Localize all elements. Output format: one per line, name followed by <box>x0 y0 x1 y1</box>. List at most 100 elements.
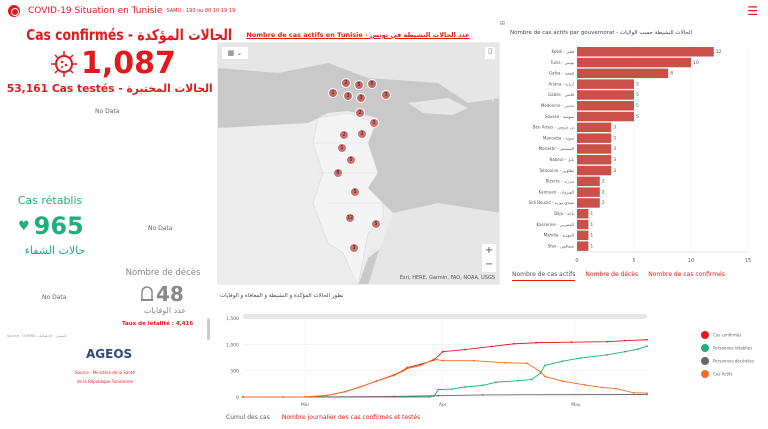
data-point <box>406 367 409 370</box>
bar-value-label: 2 <box>602 189 605 195</box>
tested-count: 53,161 Cas testés - الحالات المختبرة <box>6 82 213 95</box>
line-chart-title: تطور الحالات المؤكدة و النشيطة و المعافا… <box>220 293 344 299</box>
y-tick-label: 1,500 <box>226 316 239 322</box>
hamburger-icon[interactable]: ☰ <box>747 4 758 18</box>
tab-daily[interactable]: Nombre journalier des cas confirmés et t… <box>281 414 421 421</box>
virus-icon <box>51 50 77 77</box>
bar-value-label: 8 <box>670 71 673 77</box>
map-marker[interactable]: 5 <box>367 79 377 89</box>
bar-category-label: Mahdia - المهدية <box>544 233 574 238</box>
data-point <box>441 350 444 353</box>
map-marker[interactable]: 5 <box>346 155 356 165</box>
bar <box>577 230 589 241</box>
bar-value-label: 3 <box>613 168 616 174</box>
map-marker[interactable]: 12 <box>345 213 355 223</box>
bar-category-label: Monastir - المنستير <box>539 146 574 151</box>
bar <box>577 57 691 68</box>
bar-category-label: Médenine - مدنين <box>541 103 574 108</box>
recovered-counter: ♥ 965 <box>18 212 84 240</box>
deaths-value: 48 <box>156 282 184 306</box>
data-point <box>623 350 626 353</box>
no-data-1: No Data <box>95 108 120 115</box>
map-marker[interactable]: 2 <box>355 108 365 118</box>
source-line-2: de la République Tunisienne <box>76 379 133 384</box>
data-point <box>344 390 347 393</box>
bar <box>577 176 600 187</box>
x-tick-label: Mar <box>301 402 310 408</box>
map-marker[interactable]: 3 <box>356 93 366 103</box>
header: COVID-19 Situation en Tunisie SAMU : 190… <box>0 0 768 22</box>
data-point <box>512 342 515 345</box>
data-point <box>495 381 497 384</box>
map-marker[interactable]: 3 <box>381 90 391 100</box>
bar <box>577 198 600 208</box>
bar-value-label: 1 <box>590 243 593 249</box>
virus-logo-icon <box>8 5 20 17</box>
data-point <box>242 396 244 398</box>
bar <box>577 155 612 165</box>
data-point <box>517 379 520 382</box>
data-point <box>504 361 506 364</box>
recovered-value: 965 <box>33 212 84 240</box>
legend-label: Personnes décédées <box>713 359 754 364</box>
map-view[interactable]: 2 5 1 3 3 3 5 2 3 2 1 2 5 8 5 12 5 3 ▦ ⌄ ▯ + − Esri, HERE… <box>217 42 500 285</box>
expand-icon[interactable]: ⊞ <box>500 20 506 27</box>
map-marker[interactable]: 2 <box>357 129 367 139</box>
map-marker[interactable]: 3 <box>369 118 379 128</box>
bar-value-label: 2 <box>602 200 605 206</box>
data-point <box>606 353 608 356</box>
data-point <box>481 393 484 396</box>
map-marker[interactable]: 2 <box>341 78 351 88</box>
data-point <box>543 364 546 367</box>
map-marker[interactable]: 5 <box>371 219 381 229</box>
zoom-out-button[interactable]: − <box>482 258 496 272</box>
tab-active-cases[interactable]: Nombre de cas actifs <box>512 271 576 281</box>
tab-deaths[interactable]: Nombre de décès <box>585 271 639 278</box>
line-chart-tabs: Cumul des cas Nombre journalier des cas … <box>226 414 420 421</box>
map-marker[interactable]: 1 <box>328 88 338 98</box>
confirmed-label-row: Cas confirmés - الحالات المؤكدة <box>4 26 232 44</box>
map-marker[interactable]: 8 <box>333 168 343 178</box>
map-marker[interactable]: 1 <box>337 143 347 153</box>
series-line <box>243 339 648 398</box>
data-point <box>433 358 435 360</box>
zoom-in-button[interactable]: + <box>482 244 496 258</box>
map-marker[interactable]: 5 <box>350 187 360 197</box>
bookmark-icon[interactable]: ▯ <box>485 47 495 59</box>
data-point <box>561 360 564 363</box>
bar-category-label: Sidi Bouzid - سيدي بوزيد <box>529 200 575 205</box>
map-marker[interactable]: 3 <box>349 243 359 253</box>
samu-phone: SAMU : 190 ou 80 10 19 19 <box>166 8 236 14</box>
bar <box>577 111 634 122</box>
bar-chart-title: Nombre de cas actifs par gouvernorat - ا… <box>510 30 693 36</box>
tab-confirmed-cases[interactable]: Nombre de cas confirmés <box>648 271 725 278</box>
legend-swatch <box>701 331 709 339</box>
bar <box>577 165 612 176</box>
map-title: Nombre de cas actifs en Tunisie - عدد ال… <box>246 31 470 39</box>
basemap-gallery-button[interactable]: ▦ ⌄ <box>222 47 248 59</box>
data-point <box>646 392 648 395</box>
map-marker[interactable]: 5 <box>354 80 364 90</box>
series-line <box>243 345 648 398</box>
tab-cumulative[interactable]: Cumul des cas <box>226 414 270 421</box>
map-marker[interactable]: 3 <box>343 91 353 101</box>
data-point <box>637 348 640 350</box>
bar <box>577 47 714 57</box>
x-tick-label: Apr <box>439 402 447 408</box>
map-marker[interactable]: 2 <box>339 130 349 140</box>
data-point <box>450 388 453 390</box>
data-point <box>579 357 582 359</box>
tombstone-icon <box>141 286 153 301</box>
data-point <box>393 374 395 377</box>
legend-label: Personnes rétablies <box>713 346 752 351</box>
bar <box>577 133 612 143</box>
data-point <box>623 339 626 342</box>
data-point <box>464 386 466 388</box>
bar <box>577 90 634 100</box>
legend-swatch <box>701 370 709 378</box>
data-point <box>601 386 604 389</box>
data-point <box>419 364 422 367</box>
data-point <box>401 370 404 373</box>
x-tick-label: 15 <box>745 258 751 264</box>
scrollbar[interactable] <box>207 318 210 340</box>
